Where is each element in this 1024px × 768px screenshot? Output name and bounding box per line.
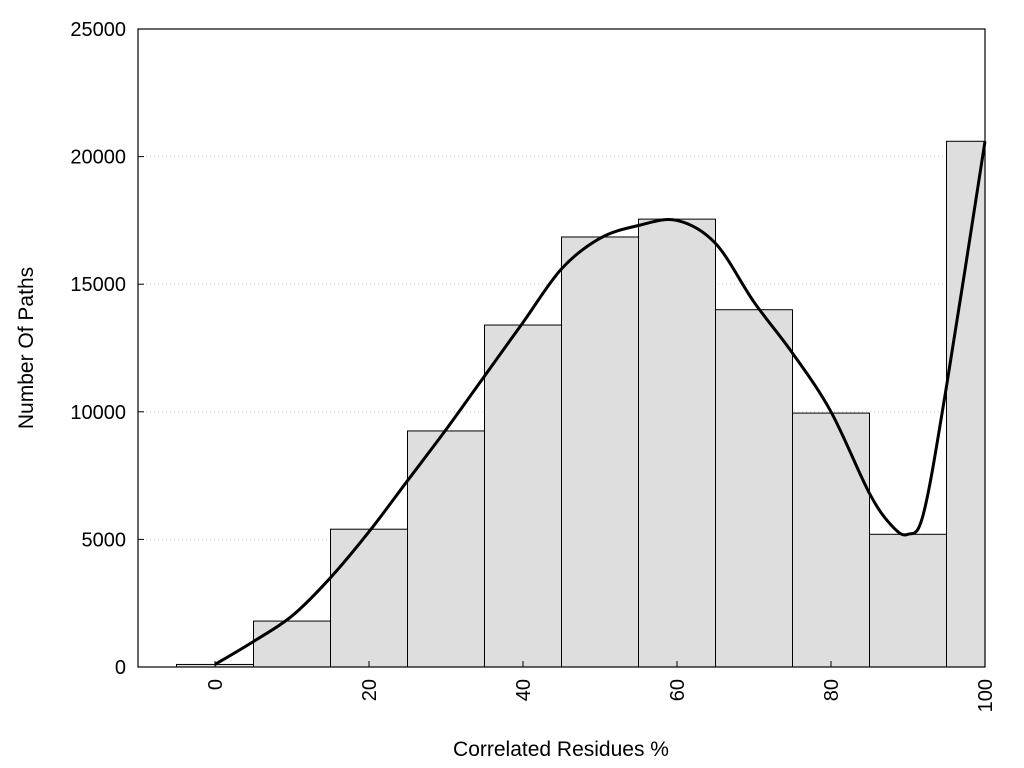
- histogram-bar: [561, 236, 639, 668]
- x-tick-label: 40: [513, 679, 535, 701]
- histogram-bar: [638, 218, 716, 668]
- histogram-bar: [946, 140, 986, 668]
- x-tick-label: 60: [667, 679, 689, 701]
- y-tick-label: 25000: [70, 19, 126, 41]
- x-tick-label: 80: [821, 679, 843, 701]
- y-axis-ticks: 0 5000 10000 15000 20000 25000: [70, 19, 144, 679]
- histogram-bar: [484, 324, 562, 668]
- y-axis-title: Number Of Paths: [15, 267, 38, 429]
- smoothed-curve: [214, 141, 987, 666]
- y-tick-label: 20000: [70, 147, 126, 169]
- histogram-bar: [792, 412, 870, 668]
- x-axis-title: Correlated Residues %: [453, 738, 669, 761]
- histogram-bar: [869, 533, 947, 668]
- x-tick-label: 20: [359, 679, 381, 701]
- curve-line: [214, 141, 987, 666]
- histogram-bar: [330, 528, 408, 668]
- plot-frame: [137, 28, 986, 668]
- y-tick-label: 5000: [82, 529, 127, 551]
- x-tick-label: 100: [975, 679, 997, 712]
- y-tick-label: 0: [115, 657, 126, 679]
- y-tick-label: 10000: [70, 402, 126, 424]
- x-tick-label: 0: [205, 679, 227, 690]
- histogram-bar: [715, 309, 793, 668]
- y-tick-label: 15000: [70, 274, 126, 296]
- histogram-bar: [253, 620, 331, 668]
- histogram-bars: [176, 140, 986, 668]
- x-axis-ticks: 0 20 40 60 80 100: [205, 661, 997, 712]
